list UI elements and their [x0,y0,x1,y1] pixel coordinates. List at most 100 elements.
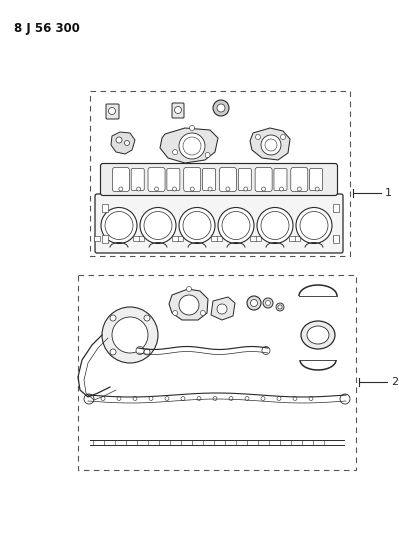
FancyBboxPatch shape [101,164,338,196]
Circle shape [245,397,249,400]
Circle shape [149,397,153,400]
Circle shape [222,212,250,239]
FancyBboxPatch shape [167,168,180,190]
Circle shape [144,212,172,239]
Circle shape [297,187,301,191]
Circle shape [255,134,261,140]
Circle shape [279,187,283,191]
Circle shape [276,303,284,311]
Circle shape [144,349,150,355]
Circle shape [133,397,137,400]
Bar [172,236,178,240]
Bar [333,204,339,212]
FancyBboxPatch shape [113,167,129,191]
Circle shape [262,346,270,354]
Circle shape [217,304,227,314]
FancyBboxPatch shape [148,167,165,191]
Circle shape [179,133,205,159]
Circle shape [208,187,212,191]
Circle shape [261,397,265,400]
Circle shape [119,187,123,191]
FancyBboxPatch shape [274,168,287,190]
Circle shape [117,397,121,400]
FancyBboxPatch shape [291,167,308,191]
Circle shape [172,187,176,191]
FancyBboxPatch shape [219,167,237,191]
Circle shape [265,139,277,151]
Circle shape [101,397,105,400]
Text: 8 J 56 300: 8 J 56 300 [14,22,80,35]
Circle shape [340,394,350,404]
Circle shape [144,315,150,321]
Circle shape [101,207,137,244]
Circle shape [263,298,273,308]
Circle shape [136,346,144,354]
Circle shape [277,397,281,400]
Circle shape [105,212,133,239]
Circle shape [109,108,115,115]
Circle shape [183,212,211,239]
Circle shape [205,152,210,157]
FancyBboxPatch shape [203,168,215,190]
Circle shape [137,187,141,191]
Circle shape [229,397,233,400]
FancyBboxPatch shape [131,168,144,190]
Circle shape [116,137,122,143]
Circle shape [257,207,293,244]
Circle shape [165,397,169,400]
Circle shape [300,212,328,239]
Circle shape [181,397,185,400]
Polygon shape [160,128,218,163]
Bar [294,236,300,240]
Circle shape [213,100,229,116]
Bar [289,236,295,240]
Polygon shape [211,297,235,320]
Bar [138,236,144,240]
Bar [177,236,183,240]
Circle shape [124,141,130,146]
Bar [215,236,222,240]
Circle shape [179,295,199,315]
FancyBboxPatch shape [310,168,323,190]
Circle shape [179,207,215,244]
Polygon shape [169,289,208,320]
Polygon shape [111,132,135,154]
Bar [211,236,217,240]
Circle shape [110,315,116,321]
Bar [133,236,139,240]
Circle shape [217,104,225,112]
Bar [250,236,256,240]
Ellipse shape [301,321,335,349]
Circle shape [218,207,254,244]
FancyBboxPatch shape [238,168,251,190]
Circle shape [226,187,230,191]
Circle shape [247,296,261,310]
Circle shape [262,187,266,191]
Circle shape [84,394,94,404]
Bar [333,236,339,240]
Circle shape [293,397,297,400]
Text: 1: 1 [385,188,392,198]
Circle shape [174,107,182,114]
FancyBboxPatch shape [95,194,343,253]
FancyBboxPatch shape [106,104,119,119]
Bar [102,204,108,212]
FancyBboxPatch shape [184,167,201,191]
Bar [333,235,339,243]
Circle shape [261,212,289,239]
Circle shape [110,349,116,355]
Text: 2: 2 [391,377,398,387]
Circle shape [140,207,176,244]
Bar [94,236,101,240]
Circle shape [173,311,178,316]
Circle shape [190,125,194,131]
Circle shape [296,207,332,244]
Circle shape [186,287,192,292]
Circle shape [197,397,201,400]
Circle shape [261,135,281,155]
Circle shape [280,134,286,140]
Circle shape [190,187,194,191]
Polygon shape [250,128,290,160]
FancyBboxPatch shape [172,103,184,118]
Circle shape [183,137,201,155]
